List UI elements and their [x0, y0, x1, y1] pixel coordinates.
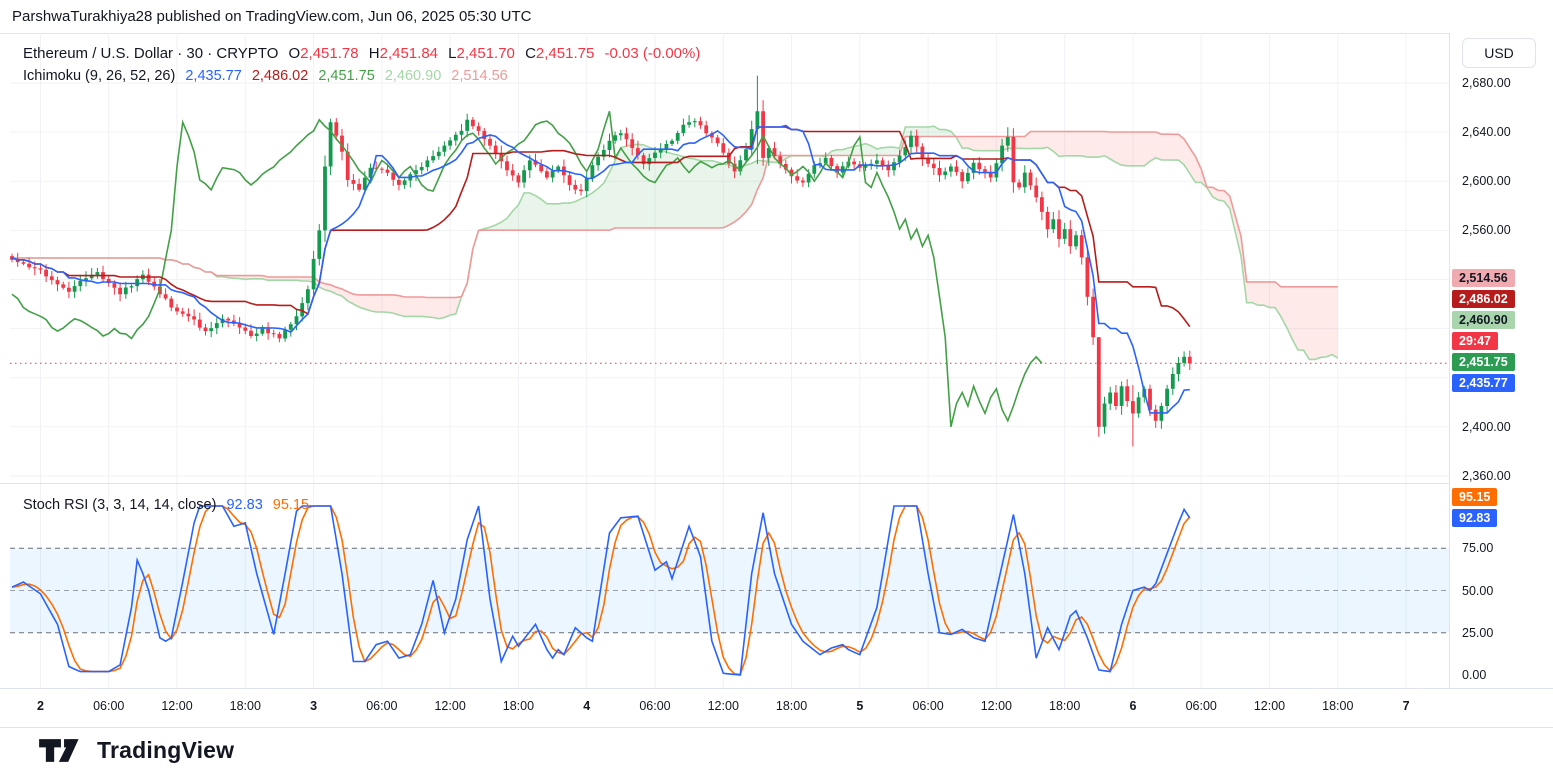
senkou-b-line: [12, 130, 1338, 299]
price-tick-label: 2,600.00: [1462, 174, 1511, 189]
open-value: 2,451.78: [300, 45, 359, 62]
chart-canvas[interactable]: [0, 33, 1449, 688]
candle-bodies-down: [10, 111, 1192, 427]
ichimoku-cloud-bearish: [216, 131, 1338, 360]
ichimoku-lead-a-value: 2,460.90: [384, 68, 442, 84]
publisher-header: ParshwaTurakhiya28 published on TradingV…: [12, 8, 532, 25]
ichimoku-base-value: 2,486.02: [251, 68, 309, 84]
stoch-rsi-legend-row[interactable]: Stoch RSI (3, 3, 14, 14, close) 92.83 95…: [23, 497, 309, 513]
time-axis-label: 12:00: [980, 699, 1012, 713]
stoch-rsi-title[interactable]: Stoch RSI (3, 3, 14, 14, close): [23, 497, 217, 513]
high-value: 2,451.84: [379, 45, 438, 62]
kijun-price-tag: 2,486.02: [1452, 289, 1515, 308]
tradingview-logo-icon: [39, 739, 79, 762]
stoch-d-line: [11, 505, 1191, 676]
time-axis-label: 18:00: [1049, 699, 1081, 713]
price-tick-label: 2,680.00: [1462, 76, 1511, 90]
time-axis-label: 18:00: [775, 699, 808, 713]
chart-plot-area[interactable]: Ethereum / U.S. Dollar · 30 · CRYPTO O2,…: [0, 33, 1449, 727]
stoch-tick-label: 0.00: [1462, 668, 1487, 682]
time-axis[interactable]: 2 06:00 12:00 18:00 3 06:00 12:00 18:00 4 06:00 12…: [0, 688, 1553, 728]
time-axis-label: 12:00: [161, 699, 193, 713]
tradingview-brand[interactable]: TradingView: [38, 737, 234, 764]
time-axis-label: 06:00: [639, 699, 671, 713]
time-axis-label: 06:00: [93, 699, 125, 713]
senkou-a-price-tag: 2,460.90: [1452, 310, 1515, 329]
ichimoku-conversion-value: 2,435.77: [185, 68, 242, 84]
time-axis-label: 06:00: [1185, 699, 1217, 713]
time-axis-day-label: 2: [36, 699, 44, 713]
stoch-band-fill: [10, 548, 1449, 633]
senkou-b-price-tag: 2,514.56: [1452, 268, 1515, 287]
low-label: L: [448, 45, 457, 62]
stoch-tick-label: 75.00: [1462, 541, 1494, 556]
time-axis-day-label: 5: [856, 699, 864, 713]
price-tick-label: 2,640.00: [1462, 125, 1511, 140]
time-axis-label: 18:00: [1322, 699, 1354, 713]
symbol-legend-row[interactable]: Ethereum / U.S. Dollar · 30 · CRYPTO O2,…: [23, 45, 700, 62]
time-axis-label: 06:00: [366, 699, 398, 713]
stoch-k-line: [11, 505, 1191, 676]
open-label: O: [288, 45, 301, 62]
senkou-a-line: [12, 125, 1339, 361]
time-axis-label: 18:00: [229, 699, 261, 713]
countdown-tag: 29:47: [1452, 331, 1498, 350]
time-axis-label: 12:00: [434, 699, 466, 713]
close-value: 2,451.75: [535, 45, 595, 62]
tenkan-sen-line: [11, 124, 1190, 414]
close-label: C: [525, 45, 536, 62]
high-label: H: [368, 45, 380, 62]
tenkan-price-tag: 2,435.77: [1452, 373, 1515, 392]
price-axis[interactable]: USD 2,680.00 2,640.00 2,600.00 2,560.00 2,40…: [1449, 33, 1553, 727]
ichimoku-lead-b-value: 2,514.56: [451, 68, 508, 84]
change-value: -0.03 (-0.00%): [604, 45, 701, 62]
stoch-k-value: 92.83: [226, 497, 263, 513]
low-value: 2,451.70: [456, 45, 515, 62]
stoch-d-value: 95.15: [272, 497, 310, 513]
brand-name: TradingView: [97, 737, 235, 763]
stoch-k-tag: 92.83: [1452, 509, 1498, 528]
ichimoku-cloud-bullish: [12, 126, 957, 297]
price-tick-label: 2,360.00: [1462, 468, 1511, 483]
time-axis-label: 12:00: [1253, 699, 1286, 713]
time-axis-label: 18:00: [502, 699, 535, 713]
candle-wicks-up: [74, 75, 1185, 434]
stoch-tick-label: 25.00: [1462, 625, 1494, 640]
ichimoku-legend-row[interactable]: Ichimoku (9, 26, 52, 26) 2,435.77 2,486.…: [23, 68, 508, 84]
price-tick-label: 2,560.00: [1462, 223, 1511, 238]
time-axis-day-label: 6: [1129, 699, 1137, 713]
chikou-span-line: [11, 110, 1043, 427]
time-axis-day-label: 7: [1402, 699, 1410, 713]
price-tick-label: 2,400.00: [1462, 419, 1511, 434]
ichimoku-lagging-value: 2,451.75: [318, 68, 375, 84]
time-axis-day-label: 3: [310, 699, 318, 713]
stoch-d-tag: 95.15: [1452, 488, 1498, 507]
time-axis-day-label: 4: [583, 699, 591, 713]
vertical-gridlines: [40, 33, 1407, 688]
symbol-title[interactable]: Ethereum / U.S. Dollar · 30 · CRYPTO: [23, 45, 279, 62]
header-divider: [0, 33, 1553, 34]
kijun-sen-line: [11, 126, 1191, 328]
footer-bar: TradingView: [0, 727, 1553, 772]
currency-toggle-button[interactable]: USD: [1462, 38, 1536, 68]
time-axis-label: 06:00: [912, 699, 944, 713]
stoch-tick-label: 50.00: [1462, 583, 1494, 598]
horizontal-gridlines: [10, 82, 1449, 477]
time-axis-label: 12:00: [707, 699, 739, 713]
ichimoku-title[interactable]: Ichimoku (9, 26, 52, 26): [23, 68, 176, 84]
current-price-tag: 2,451.75: [1452, 352, 1515, 371]
